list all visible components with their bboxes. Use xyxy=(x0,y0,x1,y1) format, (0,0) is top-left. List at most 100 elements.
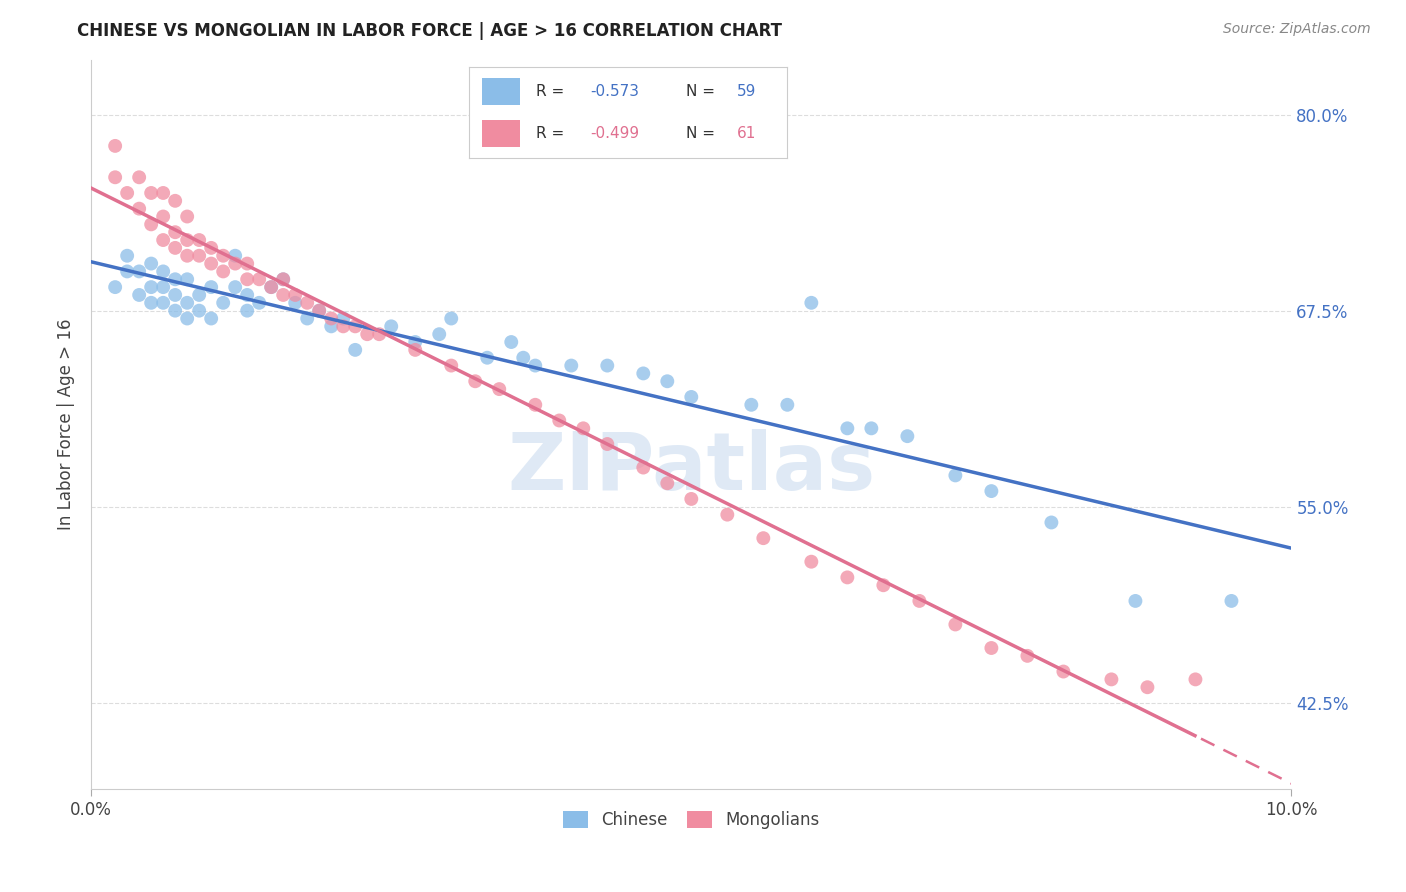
Point xyxy=(488,382,510,396)
Point xyxy=(1017,648,1039,663)
Point xyxy=(776,398,799,412)
Point xyxy=(141,280,163,294)
Y-axis label: In Labor Force | Age > 16: In Labor Force | Age > 16 xyxy=(58,318,75,530)
Point xyxy=(165,288,187,302)
Point xyxy=(860,421,883,435)
Point xyxy=(596,359,619,373)
Point xyxy=(152,186,174,200)
Point xyxy=(271,272,294,286)
Point xyxy=(332,311,354,326)
Point xyxy=(512,351,534,365)
Point xyxy=(356,327,378,342)
Point xyxy=(128,288,150,302)
Point xyxy=(404,334,426,349)
Point xyxy=(165,225,187,239)
Point xyxy=(657,374,679,388)
Point xyxy=(284,295,307,310)
Point xyxy=(477,351,499,365)
Point xyxy=(128,264,150,278)
Point xyxy=(176,233,198,247)
Point xyxy=(548,413,571,427)
Point xyxy=(212,295,235,310)
Point xyxy=(188,233,211,247)
Point xyxy=(176,249,198,263)
Point xyxy=(657,476,679,491)
Point xyxy=(104,280,127,294)
Point xyxy=(141,256,163,270)
Point xyxy=(464,374,486,388)
Point xyxy=(572,421,595,435)
Point xyxy=(332,319,354,334)
Point xyxy=(271,288,294,302)
Point xyxy=(440,359,463,373)
Text: CHINESE VS MONGOLIAN IN LABOR FORCE | AGE > 16 CORRELATION CHART: CHINESE VS MONGOLIAN IN LABOR FORCE | AG… xyxy=(77,22,782,40)
Point xyxy=(980,484,1002,499)
Point xyxy=(115,186,138,200)
Point xyxy=(980,640,1002,655)
Point xyxy=(247,272,270,286)
Point xyxy=(943,468,966,483)
Point xyxy=(165,303,187,318)
Point xyxy=(344,319,367,334)
Point xyxy=(295,311,318,326)
Point xyxy=(236,256,259,270)
Text: ZIPatlas: ZIPatlas xyxy=(508,429,876,508)
Point xyxy=(176,210,198,224)
Point xyxy=(404,343,426,357)
Point xyxy=(247,295,270,310)
Point xyxy=(188,288,211,302)
Point xyxy=(128,170,150,185)
Point xyxy=(681,390,703,404)
Point xyxy=(368,327,391,342)
Point xyxy=(681,491,703,506)
Point xyxy=(271,272,294,286)
Point xyxy=(152,295,174,310)
Point xyxy=(224,249,246,263)
Point xyxy=(236,288,259,302)
Point xyxy=(1052,665,1074,679)
Point xyxy=(200,241,222,255)
Point xyxy=(165,272,187,286)
Point xyxy=(200,280,222,294)
Point xyxy=(212,264,235,278)
Point xyxy=(1220,594,1243,608)
Point xyxy=(321,311,343,326)
Point xyxy=(200,256,222,270)
Point xyxy=(1099,673,1122,687)
Point xyxy=(896,429,918,443)
Text: Source: ZipAtlas.com: Source: ZipAtlas.com xyxy=(1223,22,1371,37)
Point xyxy=(295,295,318,310)
Point xyxy=(260,280,283,294)
Point xyxy=(141,218,163,232)
Point xyxy=(308,303,330,318)
Point xyxy=(1125,594,1147,608)
Point xyxy=(165,194,187,208)
Point xyxy=(104,139,127,153)
Legend: Chinese, Mongolians: Chinese, Mongolians xyxy=(555,804,827,836)
Point xyxy=(212,249,235,263)
Point xyxy=(501,334,523,349)
Point xyxy=(165,241,187,255)
Point xyxy=(872,578,894,592)
Point xyxy=(1184,673,1206,687)
Point xyxy=(115,249,138,263)
Point xyxy=(380,319,402,334)
Point xyxy=(1040,516,1063,530)
Point xyxy=(344,343,367,357)
Point xyxy=(176,311,198,326)
Point xyxy=(740,398,762,412)
Point xyxy=(633,367,655,381)
Point xyxy=(152,280,174,294)
Point xyxy=(188,249,211,263)
Point xyxy=(943,617,966,632)
Point xyxy=(141,295,163,310)
Point xyxy=(141,186,163,200)
Point xyxy=(152,210,174,224)
Point xyxy=(152,233,174,247)
Point xyxy=(104,170,127,185)
Point xyxy=(837,570,859,584)
Point xyxy=(524,359,547,373)
Point xyxy=(1136,680,1159,694)
Point xyxy=(427,327,450,342)
Point xyxy=(716,508,738,522)
